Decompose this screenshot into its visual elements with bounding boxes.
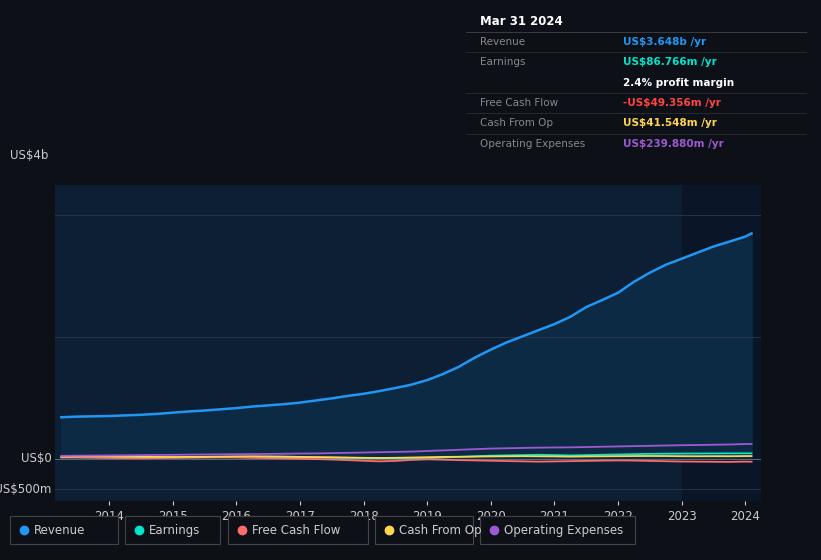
Text: US$86.766m /yr: US$86.766m /yr [623, 57, 717, 67]
Text: US$3.648b /yr: US$3.648b /yr [623, 37, 706, 47]
FancyBboxPatch shape [375, 516, 473, 544]
Text: Cash From Op: Cash From Op [399, 524, 481, 536]
Text: Earnings: Earnings [149, 524, 200, 536]
Text: Free Cash Flow: Free Cash Flow [252, 524, 341, 536]
Text: US$0: US$0 [21, 452, 52, 465]
Text: 2.4% profit margin: 2.4% profit margin [623, 78, 734, 87]
Text: Earnings: Earnings [480, 57, 525, 67]
Text: US$41.548m /yr: US$41.548m /yr [623, 118, 717, 128]
Text: Operating Expenses: Operating Expenses [480, 139, 585, 149]
Text: US$4b: US$4b [10, 150, 48, 162]
Text: Revenue: Revenue [34, 524, 85, 536]
Text: Revenue: Revenue [480, 37, 525, 47]
Bar [681, 185, 761, 501]
Text: Operating Expenses: Operating Expenses [504, 524, 623, 536]
Text: Mar 31 2024: Mar 31 2024 [480, 15, 562, 28]
FancyBboxPatch shape [10, 516, 118, 544]
Text: US$239.880m /yr: US$239.880m /yr [623, 139, 724, 149]
Text: -US$500m: -US$500m [0, 483, 52, 496]
Text: Free Cash Flow: Free Cash Flow [480, 98, 558, 108]
FancyBboxPatch shape [480, 516, 635, 544]
Text: -US$49.356m /yr: -US$49.356m /yr [623, 98, 721, 108]
FancyBboxPatch shape [228, 516, 368, 544]
FancyBboxPatch shape [125, 516, 220, 544]
Text: Cash From Op: Cash From Op [480, 118, 553, 128]
